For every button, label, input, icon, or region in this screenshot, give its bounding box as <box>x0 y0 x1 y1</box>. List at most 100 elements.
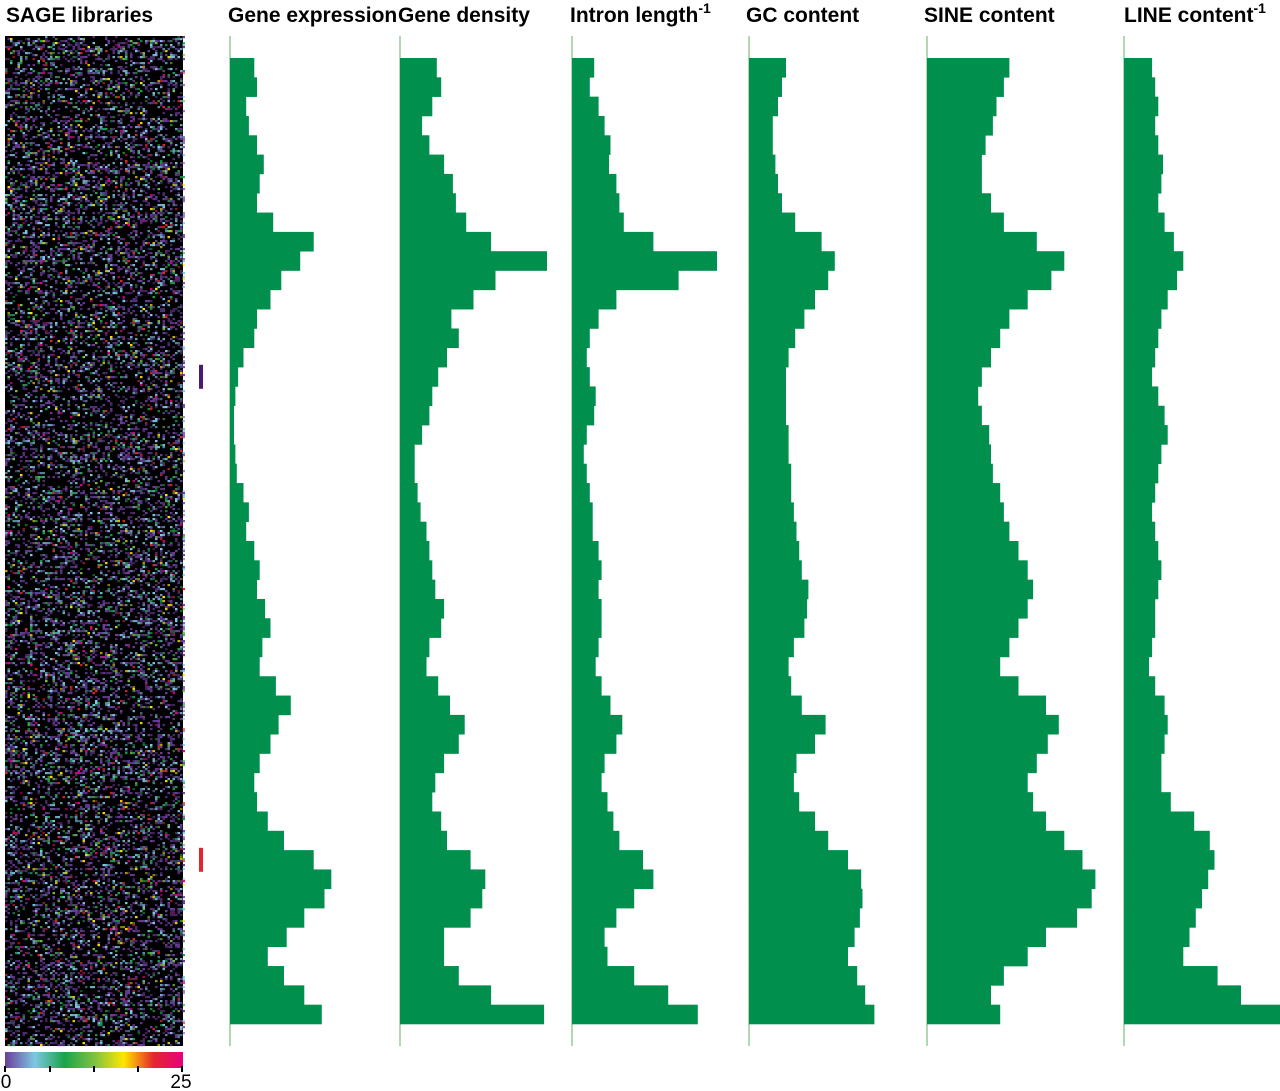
heatmap-cell <box>30 222 33 225</box>
heatmap-cell <box>52 440 55 443</box>
heatmap-cell <box>35 216 38 219</box>
heatmap-cell <box>125 222 128 225</box>
heatmap-cell <box>82 178 85 181</box>
heatmap-cell <box>155 402 158 405</box>
heatmap-cell <box>105 204 108 207</box>
heatmap-cell <box>25 290 28 293</box>
heatmap-cell <box>12 410 15 413</box>
heatmap-cell <box>10 80 13 83</box>
heatmap-cell <box>32 152 35 155</box>
heatmap-cell <box>37 358 40 361</box>
heatmap-cell <box>92 62 95 65</box>
heatmap-cell <box>135 376 138 379</box>
heatmap-cell <box>145 238 148 241</box>
heatmap-cell <box>162 426 165 429</box>
heatmap-cell <box>77 252 80 255</box>
heatmap-cell <box>5 254 8 257</box>
heatmap-cell <box>87 68 90 71</box>
heatmap-cell <box>167 198 170 201</box>
heatmap-cell <box>7 80 10 83</box>
heatmap-cell <box>97 270 100 273</box>
heatmap-cell <box>90 224 93 227</box>
heatmap-cell <box>72 66 75 69</box>
heatmap-cell <box>87 324 90 327</box>
heatmap-cell <box>57 374 60 377</box>
heatmap-cell <box>135 390 138 393</box>
heatmap-cell <box>140 220 143 223</box>
heatmap-cell <box>100 204 103 207</box>
heatmap-cell <box>12 100 15 103</box>
heatmap-cell <box>7 256 10 259</box>
heatmap-cell <box>87 162 90 165</box>
heatmap-cell <box>142 242 145 245</box>
heatmap-cell <box>25 88 28 91</box>
heatmap-cell <box>127 72 130 75</box>
heatmap-cell <box>170 222 173 225</box>
heatmap-cell <box>77 352 80 355</box>
heatmap-cell <box>22 70 25 73</box>
heatmap-cell <box>140 310 143 313</box>
heatmap-cell <box>140 390 143 393</box>
heatmap-cell <box>30 372 33 375</box>
heatmap-cell <box>107 218 110 221</box>
heatmap-cell <box>55 212 58 215</box>
heatmap-cell <box>92 432 95 435</box>
heatmap-cell <box>72 412 75 415</box>
heatmap-cell <box>72 438 75 441</box>
heatmap-cell <box>115 172 118 175</box>
heatmap-cell <box>122 386 125 389</box>
heatmap-cell <box>177 198 180 201</box>
heatmap-cell <box>140 306 143 309</box>
heatmap-cell <box>117 386 120 389</box>
heatmap-cell <box>147 390 150 393</box>
heatmap-cell <box>40 306 43 309</box>
heatmap-cell <box>132 272 135 275</box>
heatmap-cell <box>95 90 98 93</box>
heatmap-cell <box>97 368 100 371</box>
heatmap-cell <box>105 64 108 67</box>
heatmap-cell <box>40 266 43 269</box>
heatmap-cell <box>85 188 88 191</box>
heatmap-cell <box>125 130 128 133</box>
heatmap-cell <box>112 386 115 389</box>
heatmap-cell <box>62 196 65 199</box>
heatmap-cell <box>25 426 28 429</box>
heatmap-cell <box>110 72 113 75</box>
heatmap-cell <box>135 296 138 299</box>
heatmap-cell <box>177 394 180 397</box>
heatmap-cell <box>137 448 140 451</box>
heatmap-cell <box>167 366 170 369</box>
heatmap-cell <box>62 398 65 401</box>
heatmap-cell <box>82 248 85 251</box>
heatmap-cell <box>172 106 175 109</box>
heatmap-cell <box>110 218 113 221</box>
heatmap-cell <box>60 314 63 317</box>
heatmap-cell <box>37 74 40 77</box>
heatmap-cell <box>90 300 93 303</box>
heatmap-cell <box>130 250 133 253</box>
heatmap-cell <box>135 352 138 355</box>
heatmap-cell <box>175 248 178 251</box>
heatmap-cell <box>167 362 170 365</box>
heatmap-cell <box>52 194 55 197</box>
heatmap-cell <box>85 120 88 123</box>
heatmap-cell <box>65 368 68 371</box>
heatmap-cell <box>67 280 70 283</box>
heatmap-cell <box>107 396 110 399</box>
heatmap-cell <box>112 190 115 193</box>
heatmap-cell <box>17 200 20 203</box>
heatmap-cell <box>27 186 30 189</box>
heatmap-cell <box>55 280 58 283</box>
heatmap-cell <box>155 216 158 219</box>
heatmap-cell <box>42 54 45 57</box>
heatmap-cell <box>137 446 140 449</box>
heatmap-cell <box>160 162 163 165</box>
heatmap-cell <box>5 326 8 329</box>
heatmap-cell <box>170 218 173 221</box>
heatmap-cell <box>107 330 110 333</box>
heatmap-cell <box>40 444 43 447</box>
heatmap-cell <box>65 148 68 151</box>
heatmap-cell <box>162 346 165 349</box>
heatmap-cell <box>55 380 58 383</box>
heatmap-cell <box>180 398 183 401</box>
